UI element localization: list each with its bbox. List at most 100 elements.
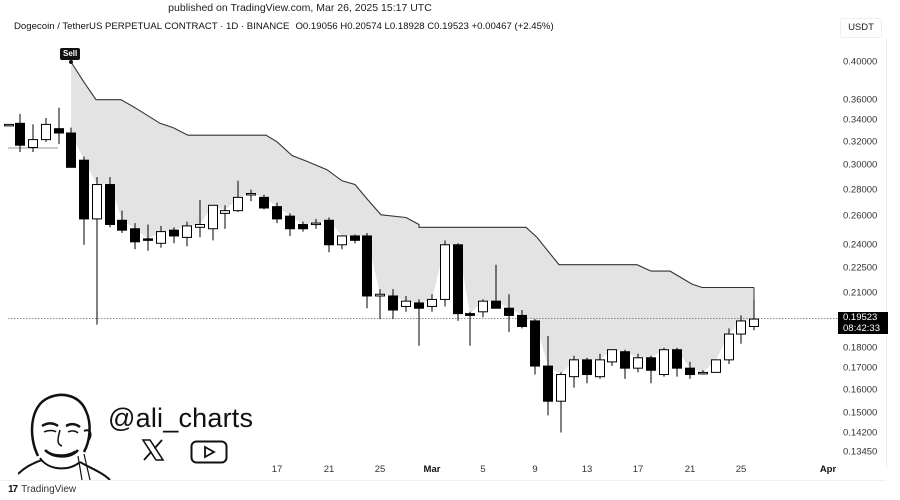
candle-down (259, 196, 269, 209)
price-axis-border (886, 38, 887, 468)
candle-down (672, 349, 682, 369)
candle-down (465, 313, 475, 316)
price-tick-label: 0.36000 (843, 94, 878, 106)
x-logo-icon (141, 439, 165, 461)
candle-up (440, 244, 450, 300)
sell-signal-label: Sell (60, 48, 81, 60)
candle-down (362, 235, 372, 297)
candle-down (543, 365, 553, 402)
time-tick-label: 5 (480, 464, 486, 475)
candle-down (582, 359, 592, 376)
candle-down (143, 238, 153, 241)
price-tick-label: 0.13450 (843, 446, 878, 458)
supertrend-band (71, 62, 754, 375)
price-tick-label: 0.17000 (843, 362, 878, 374)
candle-down (504, 307, 514, 316)
symbol-legend: Dogecoin / TetherUS PERPETUAL CONTRACT ·… (14, 20, 554, 34)
currency-button[interactable]: USDT (840, 18, 882, 38)
time-tick-label: 21 (323, 464, 335, 475)
candle-up (246, 192, 256, 196)
tradingview-mark-icon: 17 (8, 484, 18, 495)
candle-up (607, 349, 617, 363)
candle-down (130, 228, 140, 243)
price-tick-label: 0.15000 (843, 407, 878, 419)
youtube-icon (190, 440, 228, 464)
candle-up (220, 210, 230, 214)
candle-up (478, 300, 488, 313)
candle-down (414, 302, 424, 309)
time-tick-label: 25 (735, 464, 747, 475)
candle-up (337, 235, 347, 246)
price-tick-label: 0.22500 (843, 262, 878, 274)
candle-up (427, 298, 437, 307)
candle-up (736, 320, 746, 335)
price-tick-label: 0.30000 (843, 159, 878, 171)
price-tick-label: 0.24000 (843, 239, 878, 251)
time-tick-label: 17 (632, 464, 644, 475)
candle-down (620, 351, 630, 369)
candle-down (530, 320, 540, 367)
candle-down (117, 219, 127, 231)
candle-up (233, 196, 243, 212)
price-tick-label: 0.32000 (843, 136, 878, 148)
candle-up (375, 293, 385, 297)
candle-up (556, 374, 566, 402)
last-price-value: 0.19523 (843, 312, 878, 323)
candle-up (208, 204, 218, 230)
time-tick-label: 9 (532, 464, 538, 475)
candle-down (491, 300, 501, 309)
bar-countdown: 08:42:33 (843, 322, 880, 334)
price-tick-label: 0.26000 (843, 210, 878, 222)
tradingview-brand: TradingView (21, 484, 77, 495)
cartoon-face-avatar (18, 393, 111, 480)
time-tick-label: Apr (819, 464, 837, 475)
candle-up (182, 225, 192, 238)
candle-up (41, 123, 51, 141)
candle-down (169, 229, 179, 237)
candle-down (298, 223, 308, 230)
candle-down (105, 184, 115, 225)
candle-down (15, 122, 25, 146)
tradingview-logo[interactable]: 17 TradingView (8, 484, 76, 495)
candle-down (79, 159, 89, 220)
candle-down (453, 244, 463, 315)
price-tick-label: 0.28000 (843, 184, 878, 196)
price-tick-label: 0.21000 (843, 287, 878, 299)
published-text: published on TradingView.com, Mar 26, 20… (168, 2, 432, 14)
candle-up (311, 222, 321, 226)
candle-up (195, 223, 205, 228)
published-banner: published on TradingView.com, Mar 26, 20… (0, 0, 900, 16)
time-tick-label: 25 (374, 464, 386, 475)
candle-up (659, 349, 669, 376)
time-tick-label: 17 (271, 464, 283, 475)
candle-up (698, 371, 708, 375)
candlestick-chart[interactable] (0, 0, 900, 480)
price-tick-label: 0.16000 (843, 384, 878, 396)
candle-down (517, 314, 527, 327)
time-tick-label: 13 (581, 464, 593, 475)
price-tick-label: 0.34000 (843, 114, 878, 126)
candle-down (54, 128, 64, 134)
price-tick-label: 0.14200 (843, 427, 878, 439)
candle-down (646, 357, 656, 371)
price-tick-label: 0.18000 (843, 342, 878, 354)
candle-down (388, 295, 398, 311)
footer-divider (0, 480, 886, 481)
watermark-handle: @ali_charts (108, 403, 254, 433)
price-tick-label: 0.40000 (843, 56, 878, 68)
candle-up (595, 359, 605, 378)
sell-marker-dot (69, 60, 73, 64)
candle-up (4, 123, 14, 127)
symbol-title[interactable]: Dogecoin / TetherUS PERPETUAL CONTRACT ·… (14, 21, 290, 32)
time-tick-label: 21 (684, 464, 696, 475)
time-tick-label: Mar (423, 464, 441, 475)
candle-down (272, 206, 282, 220)
candle-up (28, 139, 38, 148)
candle-up (749, 318, 759, 327)
candle-up (711, 359, 721, 373)
candle-up (633, 357, 643, 369)
candle-up (156, 231, 166, 244)
candle-down (66, 132, 76, 168)
candle-down (350, 235, 360, 241)
candle-up (92, 184, 102, 220)
